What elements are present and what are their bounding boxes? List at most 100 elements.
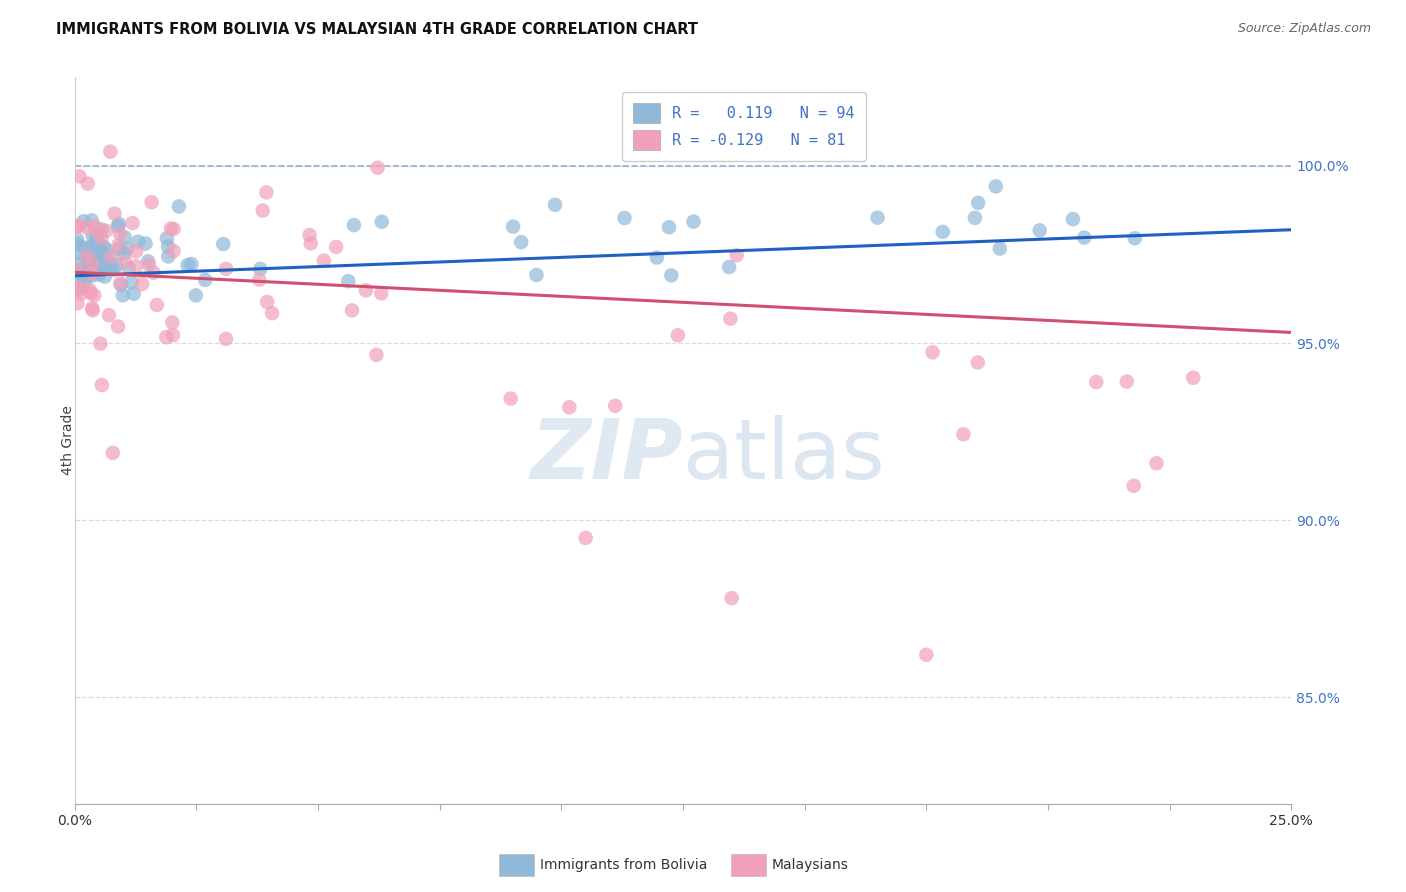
Point xyxy=(73,269,96,284)
Point xyxy=(101,446,124,460)
Point xyxy=(108,277,131,291)
Point xyxy=(100,257,122,271)
Point xyxy=(66,262,89,277)
Point xyxy=(93,258,115,272)
Point xyxy=(121,216,143,230)
Legend: R =   0.119   N = 94, R = -0.129   N = 81: R = 0.119 N = 94, R = -0.129 N = 81 xyxy=(621,93,866,161)
Point xyxy=(260,306,283,320)
Point xyxy=(162,316,184,330)
Point xyxy=(108,217,131,231)
Point xyxy=(89,268,111,282)
Point xyxy=(73,265,96,279)
Point xyxy=(499,392,522,406)
Point xyxy=(146,298,169,312)
Point xyxy=(75,275,97,289)
Point xyxy=(79,283,101,297)
Point xyxy=(160,221,183,235)
Point xyxy=(82,227,104,242)
Point xyxy=(215,332,238,346)
Point xyxy=(915,648,938,662)
Text: Immigrants from Bolivia: Immigrants from Bolivia xyxy=(540,858,707,872)
Point xyxy=(117,242,139,256)
Point xyxy=(66,296,89,310)
Point xyxy=(194,273,217,287)
Point xyxy=(366,348,388,362)
Point xyxy=(141,195,163,210)
Point xyxy=(94,242,117,256)
Point xyxy=(67,274,90,288)
Point xyxy=(89,247,111,261)
Point xyxy=(162,244,184,258)
Point xyxy=(118,261,141,276)
Point xyxy=(107,219,129,234)
Text: Source: ZipAtlas.com: Source: ZipAtlas.com xyxy=(1237,22,1371,36)
Point xyxy=(167,199,190,213)
Point xyxy=(866,211,889,225)
Point xyxy=(184,288,207,302)
Point xyxy=(125,244,148,259)
Point xyxy=(256,295,278,310)
Point xyxy=(1115,375,1137,389)
Point xyxy=(108,227,131,241)
Text: ZIP: ZIP xyxy=(530,415,683,495)
Point xyxy=(70,286,93,301)
Point xyxy=(988,242,1011,256)
Point xyxy=(72,214,94,228)
Point xyxy=(69,281,91,295)
Point xyxy=(1062,212,1084,227)
Point xyxy=(66,281,89,295)
Point xyxy=(1123,231,1146,245)
Point xyxy=(76,257,98,271)
Point xyxy=(84,252,107,266)
Point xyxy=(82,268,104,283)
Point xyxy=(66,246,89,260)
Point xyxy=(252,203,274,218)
Point xyxy=(82,256,104,270)
Point xyxy=(77,251,100,265)
Point xyxy=(87,264,110,278)
Point xyxy=(367,161,389,175)
Point xyxy=(718,260,741,274)
Point xyxy=(155,330,177,344)
Point xyxy=(97,249,120,263)
Point xyxy=(90,231,112,245)
Point xyxy=(1144,456,1167,470)
Point xyxy=(66,236,89,251)
Point xyxy=(82,239,104,253)
Point xyxy=(79,246,101,260)
Point xyxy=(162,328,184,343)
Point xyxy=(114,230,136,244)
Point xyxy=(575,531,598,545)
Point xyxy=(682,214,704,228)
Point xyxy=(100,250,122,264)
Point xyxy=(156,231,179,245)
Point xyxy=(605,399,627,413)
Point xyxy=(343,218,366,232)
Point xyxy=(658,220,681,235)
Point xyxy=(108,242,131,256)
Point xyxy=(984,179,1007,194)
Point xyxy=(93,248,115,262)
Point xyxy=(87,236,110,251)
Point xyxy=(76,249,98,263)
Point xyxy=(136,254,159,268)
Point xyxy=(558,401,581,415)
Point xyxy=(952,427,974,442)
Point xyxy=(298,228,321,243)
Point xyxy=(84,261,107,276)
Point xyxy=(142,266,165,280)
Point xyxy=(157,249,180,263)
Point xyxy=(82,301,104,316)
Point xyxy=(180,257,202,271)
Point xyxy=(103,262,125,277)
Point xyxy=(89,336,111,351)
Point xyxy=(1028,223,1050,237)
Point xyxy=(83,288,105,302)
Point xyxy=(249,262,271,277)
Point xyxy=(66,255,89,269)
Point xyxy=(138,258,160,272)
Point xyxy=(1182,370,1205,384)
Point xyxy=(659,268,682,283)
Point xyxy=(247,273,270,287)
Point xyxy=(93,240,115,254)
